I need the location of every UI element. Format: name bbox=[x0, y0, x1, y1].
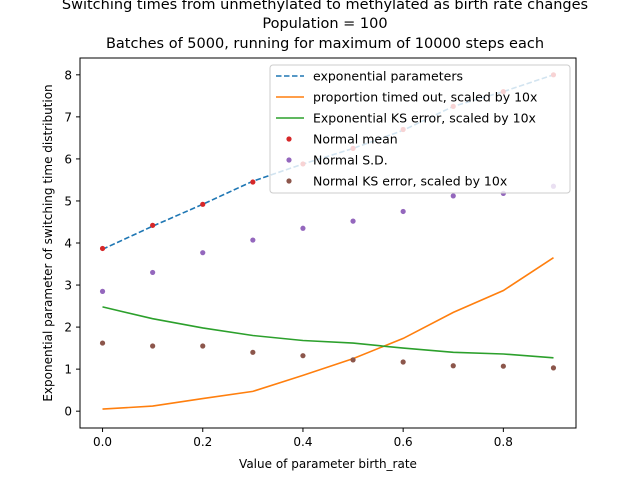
legend-box bbox=[269, 64, 571, 194]
series-5-point-7 bbox=[450, 363, 456, 369]
series-3-point-1 bbox=[150, 222, 156, 228]
series-3-point-3 bbox=[250, 179, 256, 185]
series-5-point-8 bbox=[500, 363, 506, 369]
y-tick-label-3: 3 bbox=[64, 279, 72, 293]
series-5-point-2 bbox=[200, 343, 206, 349]
series-5-point-3 bbox=[250, 349, 256, 355]
legend-label-0: exponential parameters bbox=[313, 69, 463, 84]
x-tick-label-0: 0.0 bbox=[93, 435, 112, 449]
series-3-point-0 bbox=[99, 245, 106, 252]
legend-entry-3: Normal mean bbox=[286, 132, 398, 147]
title-line-3: Batches of 5000, running for maximum of … bbox=[106, 36, 544, 52]
y-tick-label-0: 0 bbox=[64, 405, 72, 419]
y-tick-label-7: 7 bbox=[64, 110, 72, 124]
series-4-point-1 bbox=[150, 269, 156, 276]
legend-entry-2: Exponential KS error, scaled by 10x bbox=[276, 111, 536, 126]
legend-entry-1: proportion timed out, scaled by 10x bbox=[276, 90, 537, 105]
legend-label-2: Exponential KS error, scaled by 10x bbox=[313, 111, 536, 126]
series-4-point-5 bbox=[350, 218, 356, 224]
series-1 bbox=[102, 257, 554, 410]
legend-items: exponential parameters proportion timed o… bbox=[276, 69, 537, 189]
legend-marker-5 bbox=[286, 178, 292, 184]
series-5-point-0 bbox=[99, 340, 106, 346]
series-5-point-1 bbox=[150, 343, 156, 349]
series-5-point-4 bbox=[300, 353, 306, 359]
series-5 bbox=[99, 340, 557, 371]
x-tick-label-2: 0.4 bbox=[293, 435, 312, 449]
legend-label-4: Normal S.D. bbox=[313, 153, 388, 168]
title-line-2: Population = 100 bbox=[262, 16, 387, 32]
legend-entry-0: exponential parameters bbox=[276, 69, 463, 84]
series-2-line bbox=[102, 306, 554, 359]
legend-marker-4 bbox=[286, 157, 292, 163]
y-tick-label-2: 2 bbox=[64, 321, 72, 335]
y-tick-label-8: 8 bbox=[64, 68, 72, 82]
series-5-point-6 bbox=[400, 359, 406, 365]
series-5-point-5 bbox=[350, 357, 356, 363]
legend: exponential parameters proportion timed o… bbox=[269, 64, 571, 194]
y-tick-label-4: 4 bbox=[64, 237, 72, 251]
legend-entry-4: Normal S.D. bbox=[286, 153, 388, 168]
series-2 bbox=[102, 306, 554, 359]
legend-label-1: proportion timed out, scaled by 10x bbox=[313, 90, 537, 105]
y-tick-label-6: 6 bbox=[64, 152, 72, 166]
legend-label-5: Normal KS error, scaled by 10x bbox=[313, 174, 507, 189]
series-4-point-7 bbox=[450, 193, 456, 199]
y-axis-label: Exponential parameter of switching time … bbox=[41, 84, 55, 401]
series-4-point-4 bbox=[300, 225, 306, 231]
ticks-layer: 0.0 0.2 0.4 0.6 0.8 0 1 2 3 4 5 6 7 8 bbox=[64, 68, 513, 449]
series-4-point-3 bbox=[250, 237, 256, 243]
x-tick-label-3: 0.6 bbox=[394, 435, 413, 449]
series-5-point-9 bbox=[550, 365, 557, 371]
series-1-line bbox=[102, 257, 554, 410]
series-4-point-6 bbox=[400, 208, 406, 215]
title-line-1: Switching times from unmethylated to met… bbox=[62, 0, 588, 13]
x-axis-label: Value of parameter birth_rate bbox=[239, 457, 417, 471]
chart-title: Switching times from unmethylated to met… bbox=[62, 0, 588, 52]
series-4-point-0 bbox=[99, 288, 106, 294]
x-tick-label-4: 0.8 bbox=[494, 435, 513, 449]
series-4-point-2 bbox=[200, 250, 206, 256]
y-tick-label-1: 1 bbox=[64, 363, 72, 377]
series-3-point-2 bbox=[200, 201, 206, 207]
x-tick-label-1: 0.2 bbox=[193, 435, 212, 449]
y-tick-label-5: 5 bbox=[64, 194, 72, 208]
legend-marker-3 bbox=[286, 136, 292, 142]
series-4 bbox=[99, 183, 557, 294]
legend-label-3: Normal mean bbox=[313, 132, 398, 147]
legend-entry-5: Normal KS error, scaled by 10x bbox=[286, 174, 507, 189]
